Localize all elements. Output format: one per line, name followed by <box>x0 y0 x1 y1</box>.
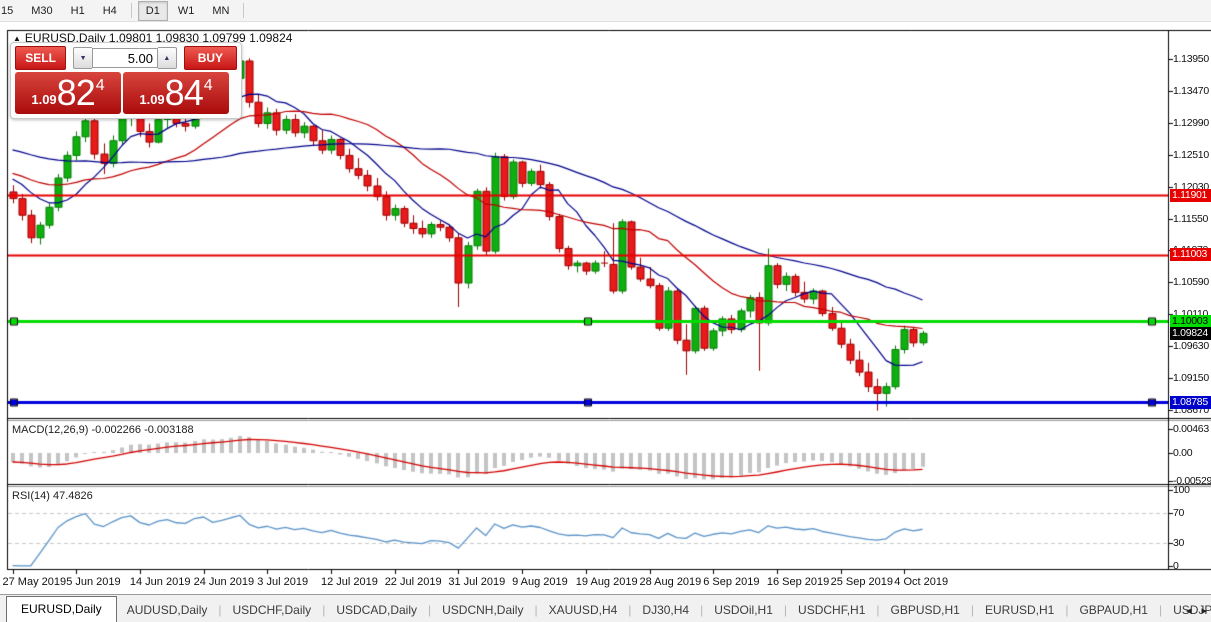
chart-title-text: EURUSD,Daily 1.09801 1.09830 1.09799 1.0… <box>24 31 293 45</box>
rsi-value: 47.4826 <box>52 490 93 502</box>
tab-usdjp[interactable]: USDJP <box>1173 603 1211 617</box>
buy-price-point: 4 <box>203 77 213 94</box>
rsi-name: RSI(14) <box>12 490 50 502</box>
macd-signal-value: -0.003188 <box>144 424 194 436</box>
rsi-axis-tick-label: 30 <box>1173 537 1185 550</box>
tab-separator: | <box>534 603 538 617</box>
date-axis-label: 4 Oct 2019 <box>894 576 949 588</box>
date-axis-label: 19 Aug 2019 <box>575 576 638 588</box>
sell-price-prefix: 1.09 <box>31 91 57 107</box>
tab-separator: | <box>1158 603 1163 617</box>
tab-usdcnh-daily[interactable]: USDCNH,Daily <box>442 603 524 617</box>
tab-dj30-h4[interactable]: DJ30,H4 <box>642 603 690 617</box>
sell-price-pips: 82 <box>56 72 96 113</box>
price-axis-tick-label: 1.12990 <box>1173 116 1209 129</box>
tab-usdcad-daily[interactable]: USDCAD,Daily <box>336 603 417 617</box>
price-axis-tick-label: 1.10590 <box>1173 276 1209 289</box>
sell-price-quote[interactable]: 1.09 82 4 <box>15 72 121 114</box>
rsi-axis-tick-label: 70 <box>1173 506 1185 519</box>
date-axis-label: 6 Sep 2019 <box>703 576 760 588</box>
date-axis-label: 16 Sep 2019 <box>766 576 830 588</box>
macd-name: MACD(12,26,9) <box>12 424 89 436</box>
tab-eurusd-daily[interactable]: EURUSD,Daily <box>6 596 117 622</box>
buy-price-quote[interactable]: 1.09 84 4 <box>123 72 229 114</box>
macd-indicator-label: MACD(12,26,9) -0.002266 -0.003188 <box>12 424 194 436</box>
date-axis-label: 22 Jul 2019 <box>384 576 442 588</box>
tab-separator: | <box>428 603 432 617</box>
date-axis-label: 5 Jun 2019 <box>66 576 121 588</box>
macd-axis-tick-label: -0.005299 <box>1173 474 1211 487</box>
tab-separator: | <box>783 603 788 617</box>
date-axis-label: 9 Aug 2019 <box>512 576 568 588</box>
rsi-axis-tick-label: 100 <box>1173 484 1190 496</box>
price-axis-tick-label: 1.09150 <box>1173 372 1209 385</box>
buy-button[interactable]: BUY <box>183 46 237 70</box>
triangle-up-icon: ▲ <box>163 54 171 62</box>
macd-axis-tick-label: 0.00463 <box>1173 422 1209 435</box>
volume-decrease-button[interactable]: ▼ <box>73 47 93 69</box>
date-axis-label: 25 Sep 2019 <box>830 576 893 588</box>
date-axis-label: 28 Aug 2019 <box>639 576 702 588</box>
rsi-indicator-label: RSI(14) 47.4826 <box>12 490 93 502</box>
chart-title: ▲ EURUSD,Daily 1.09801 1.09830 1.09799 1.… <box>13 31 292 45</box>
volume-increase-button[interactable]: ▲ <box>158 47 177 69</box>
price-axis-tick-label: 1.11550 <box>1173 212 1209 225</box>
tab-usdchf-daily[interactable]: USDCHF,Daily <box>232 603 312 617</box>
tab-separator: | <box>1065 603 1069 617</box>
sell-button[interactable]: SELL <box>15 46 67 70</box>
price-level-flag-1.08785: 1.08785 <box>1170 395 1211 409</box>
macd-axis-tick-label: 0.00 <box>1173 447 1193 459</box>
price-level-flag-1.10003: 1.10003 <box>1170 314 1211 328</box>
tab-xauusd-h4[interactable]: XAUUSD,H4 <box>548 603 618 617</box>
date-axis-label: 31 Jul 2019 <box>448 576 506 588</box>
price-level-flag-1.09824: 1.09824 <box>1170 326 1211 340</box>
tab-separator: | <box>218 603 222 617</box>
tab-audusd-daily[interactable]: AUDUSD,Daily <box>126 603 208 617</box>
price-axis-tick-label: 1.13950 <box>1173 53 1209 65</box>
tab-gbpusd-h1[interactable]: GBPUSD,H1 <box>890 603 960 617</box>
tab-separator: | <box>700 603 704 617</box>
collapse-arrow-icon[interactable]: ▲ <box>13 34 21 43</box>
tab-separator: | <box>322 603 326 617</box>
chart-tab-bar: EURUSD,Daily AUDUSD,Daily | USDCHF,Daily | US… <box>0 594 1211 622</box>
date-axis-label: 27 May 2019 <box>2 576 67 588</box>
tab-scroll-right-icon[interactable]: ▸ <box>1201 605 1207 617</box>
date-axis-label: 3 Jul 2019 <box>257 576 309 588</box>
tab-eurusd-h1[interactable]: EURUSD,H1 <box>984 603 1055 617</box>
price-level-flag-1.11003: 1.11003 <box>1170 248 1211 262</box>
tab-separator: | <box>628 603 632 617</box>
date-axis-label: 14 Jun 2019 <box>129 576 191 588</box>
price-axis-tick-label: 1.13470 <box>1173 84 1209 97</box>
macd-main-value: -0.002266 <box>91 424 142 436</box>
date-axis-label: 12 Jul 2019 <box>321 576 378 588</box>
triangle-down-icon: ▼ <box>79 54 87 62</box>
tab-usdoil-h1[interactable]: USDOil,H1 <box>714 603 773 617</box>
tab-scroll-left-icon[interactable]: ◂ <box>1185 605 1192 617</box>
price-axis-tick-label: 1.12510 <box>1173 148 1209 161</box>
volume-input[interactable] <box>92 48 159 68</box>
date-axis-label: 24 Jun 2019 <box>193 576 255 588</box>
tab-usdchf-h1[interactable]: USDCHF,H1 <box>798 603 866 617</box>
tab-separator: | <box>876 603 880 617</box>
buy-price-prefix: 1.09 <box>139 91 165 107</box>
rsi-axis-tick-label: 0 <box>1173 560 1179 572</box>
sell-price-point: 4 <box>95 77 105 94</box>
price-axis-tick-label: 1.09630 <box>1173 340 1209 353</box>
tab-gbpaud-h1[interactable]: GBPAUD,H1 <box>1079 603 1148 617</box>
price-level-flag-1.11901: 1.11901 <box>1170 188 1211 202</box>
tab-separator: | <box>970 603 974 617</box>
buy-price-pips: 84 <box>164 72 204 113</box>
